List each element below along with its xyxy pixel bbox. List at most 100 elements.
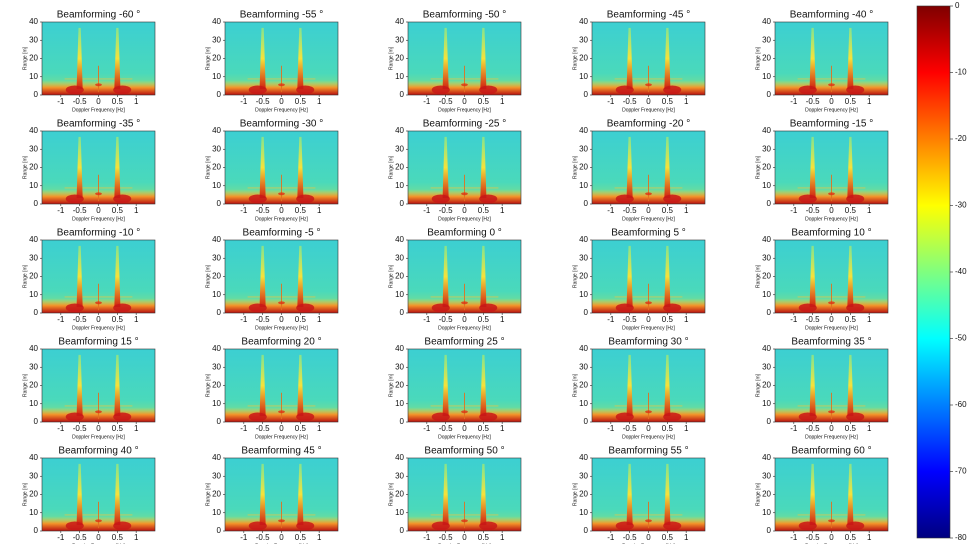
x-tick-label: -0.5 (623, 315, 637, 324)
x-axis-label: Doppler Frequency [Hz] (72, 216, 125, 222)
subplot-title: Beamforming 15 ° (58, 337, 138, 348)
y-tick-label: 10 (762, 399, 771, 408)
y-tick-label: 0 (217, 526, 222, 535)
x-tick-label: 0.5 (295, 424, 307, 433)
y-tick-label: 0 (400, 90, 405, 99)
x-tick-label: -1 (57, 206, 65, 215)
x-tick-label: 0.5 (112, 315, 124, 324)
x-tick-label: 1 (500, 533, 505, 542)
y-tick-label: 40 (579, 453, 588, 462)
y-tick-label: 10 (212, 72, 221, 81)
subplot-title: Beamforming 20 ° (241, 337, 321, 348)
y-tick-label: 30 (579, 35, 588, 44)
y-tick-label: 20 (29, 381, 38, 390)
y-tick-label: 20 (395, 54, 404, 63)
y-tick-label: 10 (212, 290, 221, 299)
x-axis-label: Doppler Frequency [Hz] (438, 216, 491, 222)
y-tick-label: 20 (29, 54, 38, 63)
x-tick-label: 0 (646, 533, 651, 542)
y-tick-label: 0 (584, 526, 589, 535)
y-tick-label: 0 (217, 308, 222, 317)
y-axis-label: Range [m] (388, 264, 394, 288)
x-axis-label: Doppler Frequency [Hz] (622, 216, 675, 222)
y-tick-label: 40 (579, 17, 588, 26)
y-tick-label: 20 (29, 163, 38, 172)
x-tick-label: 0 (96, 424, 101, 433)
y-tick-label: 20 (579, 163, 588, 172)
x-tick-label: 0.5 (478, 206, 490, 215)
x-axis-label: Doppler Frequency [Hz] (255, 216, 308, 222)
colorbar-tick-label: -70 (955, 467, 967, 476)
y-tick-label: 0 (400, 526, 405, 535)
x-tick-label: 1 (867, 533, 872, 542)
y-axis-label: Range [m] (388, 482, 394, 506)
y-tick-label: 10 (579, 399, 588, 408)
y-tick-label: 40 (395, 17, 404, 26)
subplot-title: Beamforming -5 ° (243, 228, 321, 239)
subplot-title: Beamforming -60 ° (57, 10, 140, 21)
y-tick-label: 30 (762, 471, 771, 480)
y-tick-label: 0 (217, 417, 222, 426)
x-tick-label: 1 (867, 206, 872, 215)
subplot-title: Beamforming -50 ° (423, 10, 506, 21)
x-tick-label: -0.5 (256, 424, 270, 433)
subplot-title: Beamforming 50 ° (424, 446, 504, 457)
x-tick-label: 1 (684, 97, 689, 106)
x-tick-label: -1 (607, 315, 615, 324)
x-tick-label: -0.5 (806, 206, 820, 215)
y-tick-label: 0 (584, 308, 589, 317)
x-tick-label: 0.5 (478, 315, 490, 324)
x-tick-label: 0.5 (662, 315, 674, 324)
x-tick-label: 0.5 (295, 315, 307, 324)
x-tick-label: 0 (646, 424, 651, 433)
x-tick-label: 0 (279, 315, 284, 324)
y-axis-label: Range [m] (572, 482, 578, 506)
x-tick-label: 0.5 (662, 97, 674, 106)
y-tick-label: 10 (762, 72, 771, 81)
y-tick-label: 10 (395, 181, 404, 190)
y-axis-label: Range [m] (22, 482, 28, 506)
y-tick-label: 10 (212, 399, 221, 408)
heatmap-image (408, 458, 521, 531)
heatmap-image (775, 131, 888, 204)
y-tick-label: 20 (579, 272, 588, 281)
x-tick-label: 0.5 (295, 533, 307, 542)
y-tick-label: 10 (579, 181, 588, 190)
y-tick-label: 20 (29, 272, 38, 281)
y-tick-label: 30 (212, 471, 221, 480)
x-tick-label: -0.5 (806, 533, 820, 542)
x-tick-label: -1 (607, 533, 615, 542)
y-tick-label: 20 (212, 381, 221, 390)
x-tick-label: 0.5 (845, 424, 857, 433)
x-tick-label: -1 (607, 206, 615, 215)
y-tick-label: 40 (29, 235, 38, 244)
y-tick-label: 10 (395, 290, 404, 299)
x-axis-label: Doppler Frequency [Hz] (805, 325, 858, 331)
y-axis-label: Range [m] (22, 373, 28, 397)
subplot-title: Beamforming -40 ° (790, 10, 873, 21)
y-tick-label: 10 (29, 399, 38, 408)
x-tick-label: -1 (57, 97, 65, 106)
y-tick-label: 0 (584, 90, 589, 99)
x-tick-label: 0.5 (295, 206, 307, 215)
y-axis-label: Range [m] (205, 373, 211, 397)
x-tick-label: 1 (134, 315, 139, 324)
y-tick-label: 40 (579, 344, 588, 353)
x-tick-label: 0 (279, 424, 284, 433)
y-tick-label: 0 (400, 417, 405, 426)
y-tick-label: 0 (34, 308, 39, 317)
y-axis-label: Range [m] (572, 264, 578, 288)
x-tick-label: -0.5 (256, 315, 270, 324)
y-axis-label: Range [m] (205, 264, 211, 288)
x-tick-label: -0.5 (439, 97, 453, 106)
y-tick-label: 40 (29, 126, 38, 135)
x-tick-label: -1 (240, 315, 248, 324)
y-tick-label: 10 (29, 181, 38, 190)
y-tick-label: 30 (29, 471, 38, 480)
y-tick-label: 20 (762, 272, 771, 281)
y-tick-label: 20 (212, 163, 221, 172)
y-tick-label: 30 (395, 35, 404, 44)
x-tick-label: -1 (57, 315, 65, 324)
x-tick-label: -1 (57, 424, 65, 433)
